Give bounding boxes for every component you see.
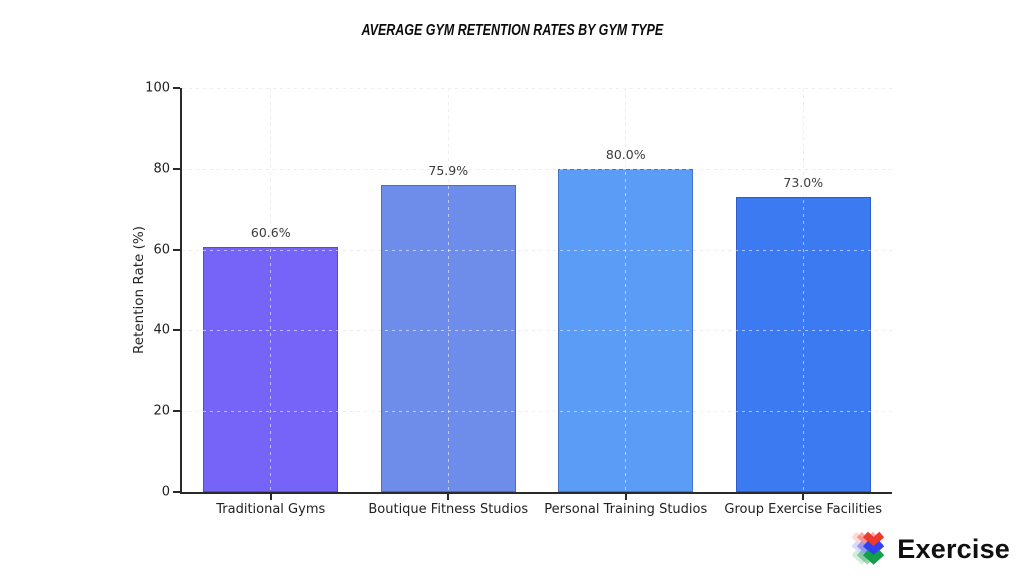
bar-traditional-gyms [203,247,339,492]
x-tick-label: Traditional Gyms [216,502,326,517]
y-axis-title: Retention Rate (%) [131,226,147,354]
brand-logo: Exercise [852,530,1010,568]
h-gridline-overlay [182,168,892,170]
y-tick-label: 0 [161,484,170,500]
y-tick-mark [173,491,180,493]
y-tick-label: 40 [153,322,170,338]
x-tick-mark [269,494,272,500]
y-tick-mark [173,87,180,89]
y-tick-label: 100 [145,80,170,96]
h-gridline-overlay [182,88,892,89]
x-tick-mark [624,494,627,500]
bar-group-exercise-facilities [735,197,871,492]
plot-area: 0 20 40 60 80 100 60.6% Traditional Gyms 75.9% Bo… [145,81,892,517]
bar-value-label: 75.9% [428,163,469,179]
h-gridline [182,88,892,89]
bar-personal-training-studios [558,168,694,492]
y-tick-label: 20 [153,403,170,419]
title-row: AVERAGE GYM RETENTION RATES BY GYM TYPE [0,20,1024,40]
y-tick-mark [173,167,180,170]
bar-boutique-fitness-studios [380,185,516,492]
y-tick-mark [173,329,180,332]
bar-value-label: 73.0% [783,175,824,191]
bar-value-label: 80.0% [605,146,646,162]
y-tick-mark [173,410,180,413]
x-tick-mark [447,494,450,500]
brand-logo-text: Exercise [897,533,1010,564]
x-tick-mark [802,494,805,500]
x-tick-label: Group Exercise Facilities [724,502,883,517]
bar-value-label: 60.6% [250,225,291,241]
x-tick-label: Boutique Fitness Studios [368,502,529,517]
chart-title: AVERAGE GYM RETENTION RATES BY GYM TYPE [361,22,663,39]
h-gridline [182,168,892,170]
brand-logo-icon [852,530,888,565]
y-tick-label: 80 [153,161,170,177]
y-tick-label: 60 [153,242,170,258]
x-tick-label: Personal Training Studios [544,502,708,517]
y-tick-mark [173,248,180,251]
